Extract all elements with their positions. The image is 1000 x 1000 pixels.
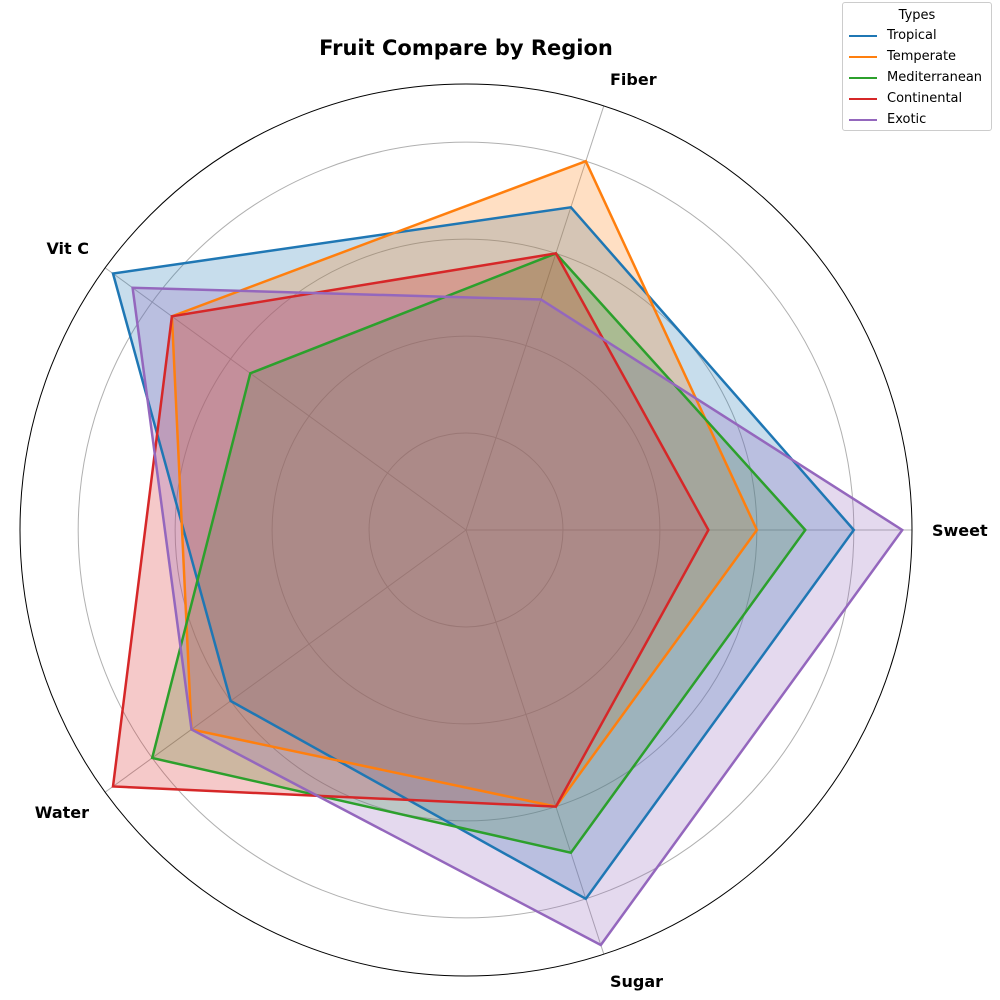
series-fills — [113, 161, 903, 945]
series-line-continental — [111, 252, 710, 808]
legend-item-tropical: Tropical — [843, 25, 991, 46]
axis-spoke — [465, 105, 605, 531]
legend-swatch — [849, 34, 877, 37]
legend-swatch — [849, 55, 877, 58]
axis-label-sugar: Sugar — [610, 972, 663, 991]
legend-item-continental: Continental — [843, 88, 991, 109]
legend-item-temperate: Temperate — [843, 46, 991, 67]
legend-label: Mediterranean — [887, 70, 983, 85]
legend-swatch — [849, 118, 877, 121]
series-lines — [111, 159, 905, 947]
outer-frame — [19, 83, 913, 977]
legend-label: Exotic — [887, 112, 927, 127]
legend-label: Tropical — [887, 28, 937, 43]
axis-spoke — [104, 529, 467, 793]
axis-spoke — [465, 529, 605, 955]
legend-swatch — [849, 76, 877, 79]
axis-label-sweet: Sweet — [932, 521, 988, 540]
axis-label-vit-c: Vit C — [46, 239, 89, 258]
series-area-temperate — [171, 161, 757, 807]
grid-layer — [19, 83, 913, 977]
series-area-continental — [113, 253, 709, 807]
axis-label-fiber: Fiber — [610, 70, 657, 89]
series-line-mediterranean — [150, 251, 807, 855]
axis-spoke — [104, 267, 467, 531]
series-line-temperate — [170, 159, 759, 808]
legend-label: Continental — [887, 91, 963, 106]
legend-label: Temperate — [887, 49, 957, 64]
legend: Types Tropical Temperate Mediterranean Cont… — [842, 2, 992, 131]
series-line-tropical — [111, 205, 856, 901]
series-line-exotic — [131, 286, 905, 947]
legend-title: Types — [898, 8, 936, 23]
legend-item-exotic: Exotic — [843, 109, 991, 130]
chart-title: Fruit Compare by Region — [319, 36, 613, 60]
legend-swatch — [849, 97, 877, 100]
axis-labels: Sweet Fiber Vit C Water Sugar — [35, 70, 988, 991]
axis-label-water: Water — [35, 803, 89, 822]
legend-item-mediterranean: Mediterranean — [843, 67, 991, 88]
series-area-exotic — [132, 287, 903, 945]
series-area-mediterranean — [152, 253, 806, 853]
